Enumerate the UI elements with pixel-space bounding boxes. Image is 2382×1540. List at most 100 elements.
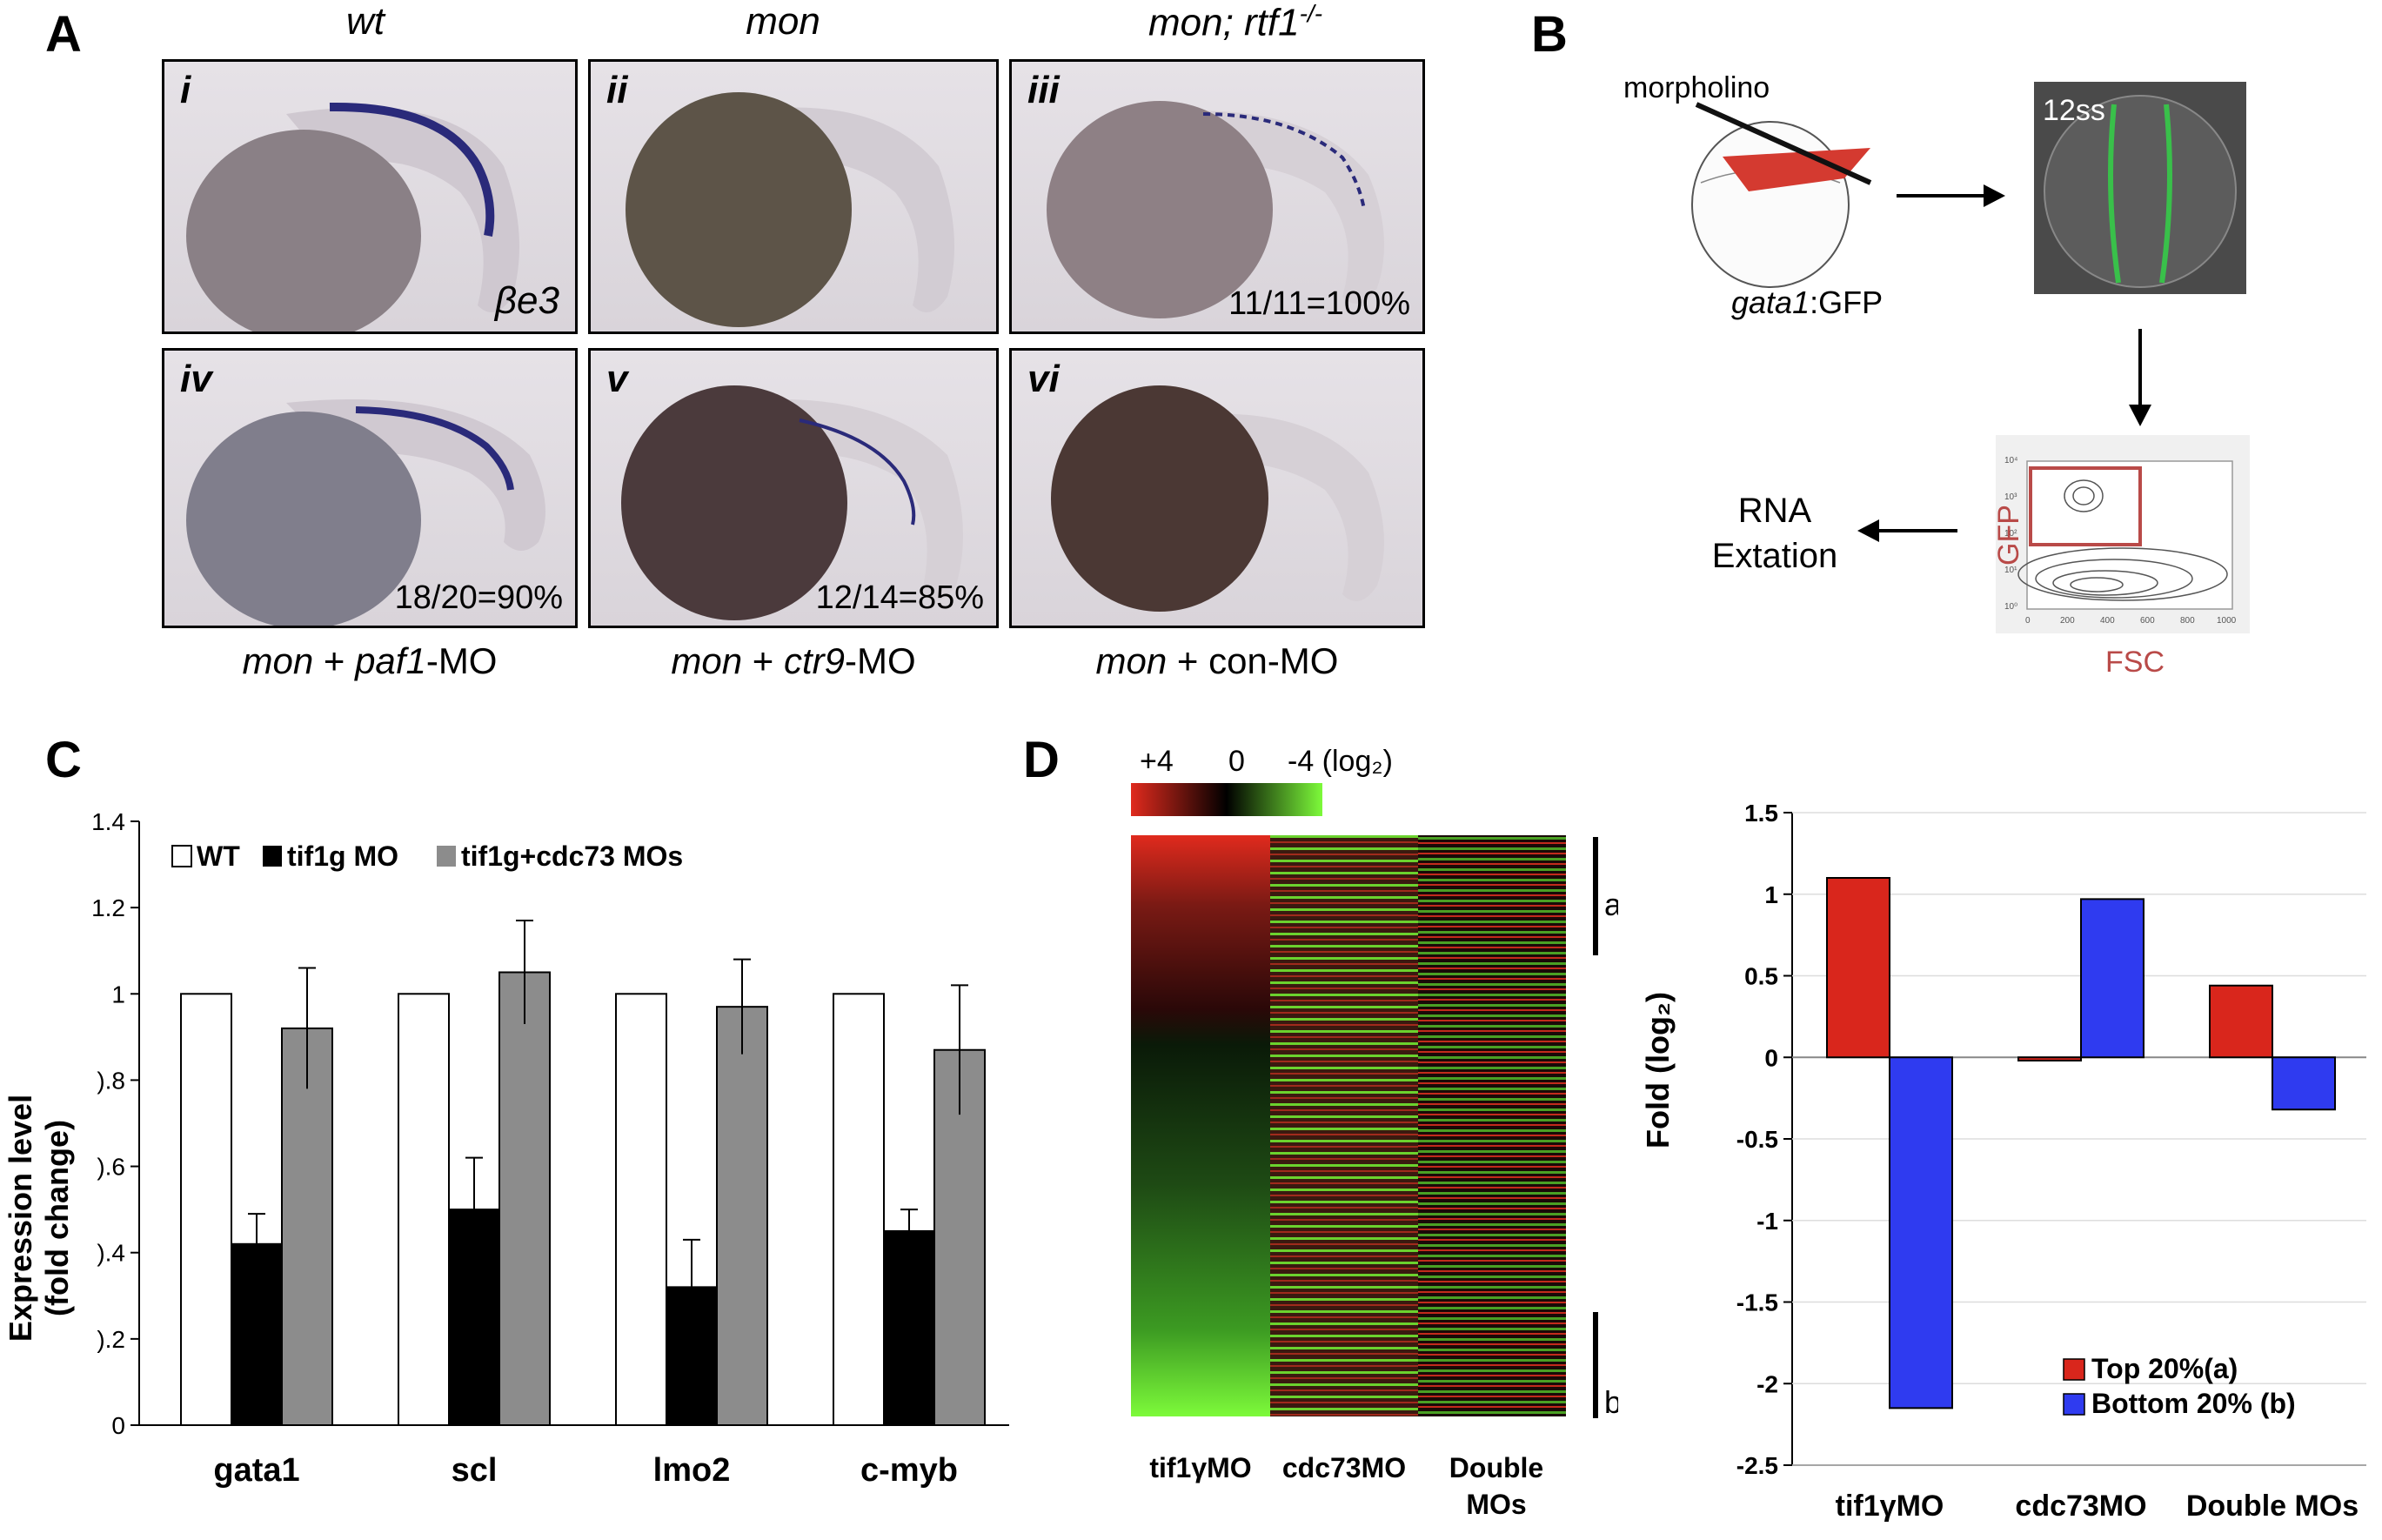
- caption-italic: mon: [1095, 640, 1168, 681]
- embryo-illustration: [186, 399, 545, 626]
- bar: [398, 993, 450, 1427]
- bar: [2017, 1056, 2082, 1061]
- y-axis-title: Expression level (fold change): [3, 1095, 75, 1342]
- heatmap-col-label: cdc73MO: [1282, 1452, 1406, 1483]
- embryo-illustration: [621, 385, 963, 620]
- bar: [1889, 1056, 1953, 1409]
- heatmap-col-label: MOs: [1466, 1489, 1526, 1520]
- rna-label-2: Extation: [1712, 537, 1838, 575]
- photo-count-label: 11/11=100%: [1228, 285, 1410, 322]
- bar: [180, 993, 232, 1427]
- needle-line: [1695, 102, 1872, 185]
- arrowhead-right: [1984, 184, 2005, 207]
- embryo-sketch: [1691, 121, 1850, 288]
- bracket-b-label: b: [1604, 1384, 1618, 1420]
- panel-a-letter: A: [45, 6, 82, 63]
- gata1-label: gata1:GFP: [1731, 285, 1883, 320]
- y-tick-label: ).8: [97, 1067, 125, 1094]
- heatmap-col-tif1g: [1131, 835, 1270, 1416]
- y-tick-label: -2: [1756, 1370, 1778, 1397]
- bar: [1826, 877, 1890, 1059]
- category-label: cdc73MO: [2015, 1490, 2146, 1523]
- facs-xtick: 600: [2140, 616, 2155, 626]
- facs-gate: [2029, 466, 2142, 546]
- embryo-photo-v: v 12/14=85%: [588, 348, 999, 628]
- legend: Top 20%(a) Bottom 20% (b): [2063, 1353, 2296, 1419]
- gata1-suffix: :GFP: [1810, 285, 1883, 320]
- facs-xtick: 400: [2100, 616, 2115, 626]
- fold-ylabel: Fold (log₂): [1640, 992, 1676, 1148]
- col-title-superscript: -/-: [1299, 0, 1323, 27]
- fold-bar-chart: Fold (log₂) 1.5 1 0.5 0 -0.5 -1 -1.5 -2 -2.5 tif…: [1640, 800, 2366, 1523]
- caption-plain: +: [742, 640, 784, 681]
- y-tick-label: 1: [1764, 881, 1778, 908]
- embryo-photo-ii: ii: [588, 59, 999, 334]
- category-label: lmo2: [653, 1452, 731, 1489]
- photo-count-label: 18/20=90%: [394, 579, 563, 616]
- caption-suffix: -MO: [425, 640, 498, 681]
- y-tick-label: 0.5: [1744, 963, 1778, 990]
- category-label: Double MOs: [2186, 1490, 2359, 1523]
- bar: [615, 993, 667, 1427]
- legend-swatch-wt: [171, 845, 192, 867]
- caption-plain: +: [313, 640, 356, 681]
- category-label: c-myb: [860, 1452, 958, 1489]
- morpholino-label: morpholino: [1623, 71, 1770, 104]
- bar: [2080, 898, 2144, 1059]
- facs-xlabel: FSC: [2105, 646, 2165, 679]
- embryo-photo-iv: iv 18/20=90%: [162, 348, 578, 628]
- bars: [180, 920, 986, 1427]
- embryo-illustration: [1051, 385, 1384, 612]
- facs-xtick: 200: [2060, 616, 2075, 626]
- panel-d-letter: D: [1023, 732, 1060, 788]
- col-title-mon-rtf1-text: mon; rtf1: [1148, 1, 1300, 44]
- legend-label-double: tif1g+cdc73 MOs: [461, 840, 683, 872]
- y-tick-label: 1.2: [91, 894, 125, 921]
- facs-ytick: 10⁰: [2004, 602, 2017, 612]
- legend-swatch-bottom: [2063, 1393, 2085, 1416]
- heatmap-col-label: tif1γMO: [1149, 1452, 1251, 1483]
- y-tick-label: -1: [1756, 1208, 1778, 1235]
- color-scale-bar: [1131, 783, 1322, 816]
- y-tick-label: ).6: [97, 1154, 125, 1181]
- heatmap-col-cdc73: [1270, 835, 1418, 1416]
- legend-swatch-tif1g: [263, 846, 282, 867]
- photo-roman-label: ii: [606, 69, 628, 111]
- photo-marker-label: βe3: [494, 279, 559, 322]
- facs-xtick: 0: [2025, 616, 2031, 626]
- y-tick-label: ).2: [97, 1326, 125, 1353]
- facs-ytick: 10²: [2004, 529, 2017, 539]
- embryo-photo-i: i βe3: [162, 59, 578, 334]
- bar: [883, 1229, 935, 1427]
- facs-plot-area: [2026, 460, 2233, 610]
- legend-label-top: Top 20%(a): [2091, 1353, 2238, 1384]
- bar: [833, 993, 885, 1427]
- category-label: tif1γMO: [1836, 1490, 1944, 1523]
- legend-label-tif1g: tif1g MO: [287, 840, 398, 872]
- y-tick-label: 1.4: [91, 808, 125, 835]
- workflow-diagram: morpholino gata1:GFP 12ss 10⁴ 10³ 10² 10…: [1623, 71, 2250, 679]
- facs-ytick: 10¹: [2004, 566, 2017, 575]
- photo-roman-label: vi: [1027, 358, 1060, 400]
- panel-c-letter: C: [45, 732, 82, 788]
- stage-label: 12ss: [2043, 94, 2105, 127]
- caption-italic2: ctr9: [783, 640, 845, 681]
- category-labels: gata1 scl lmo2 c-myb: [213, 1452, 958, 1489]
- photo-roman-label: iv: [180, 358, 212, 400]
- morpholino-needle: [1723, 148, 1870, 191]
- category-labels: tif1γMO cdc73MO Double MOs: [1836, 1490, 2359, 1523]
- embryo-illustration: [1047, 101, 1384, 318]
- y-tick-label: -2.5: [1736, 1452, 1778, 1479]
- ylabel-line2: (fold change): [39, 1120, 75, 1316]
- caption-italic: mon: [671, 640, 743, 681]
- facs-ytick: 10⁴: [2004, 456, 2017, 465]
- col-title-mon-rtf1: mon; rtf1-/-: [1070, 0, 1401, 45]
- bar: [716, 1006, 768, 1426]
- scale-label-zero: 0: [1228, 745, 1245, 778]
- ylabel-line1: Expression level: [3, 1095, 38, 1342]
- heatmap-col-double: [1418, 835, 1566, 1416]
- legend-label-wt: WT: [197, 840, 240, 872]
- y-tick-label: -0.5: [1736, 1126, 1778, 1153]
- photo-roman-label: i: [180, 69, 191, 111]
- facs-xtick: 800: [2180, 616, 2195, 626]
